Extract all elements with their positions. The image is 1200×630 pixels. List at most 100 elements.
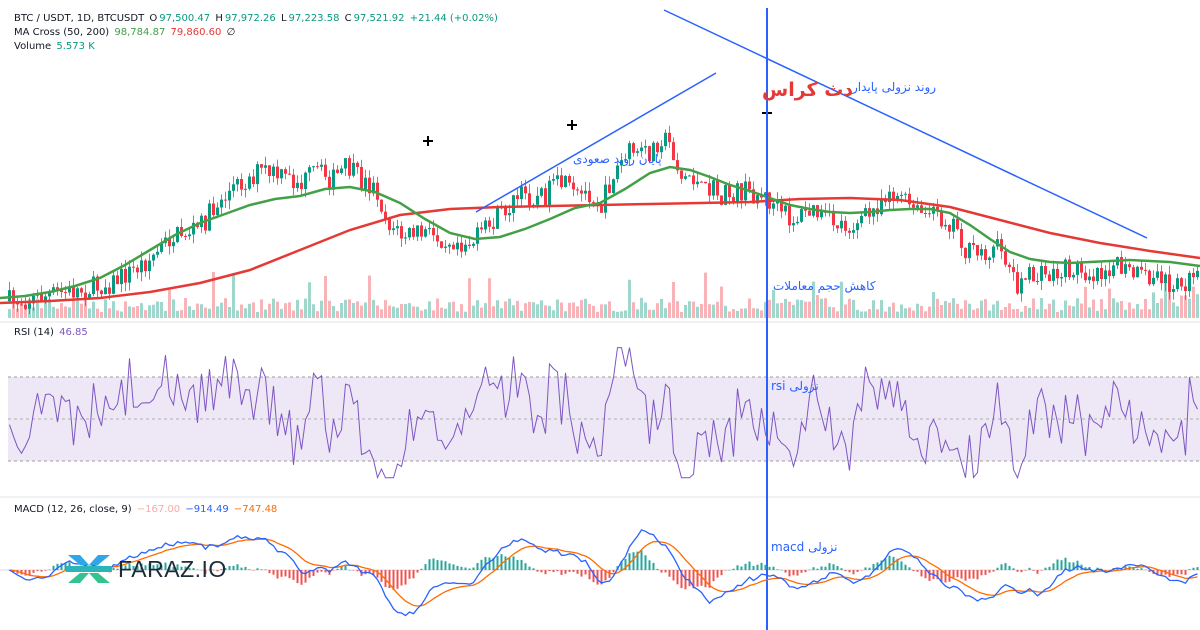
candle-body[interactable] — [924, 213, 927, 214]
candle-body[interactable] — [396, 226, 399, 229]
candle-body[interactable] — [792, 223, 795, 226]
candle-body[interactable] — [420, 225, 423, 237]
candle-body[interactable] — [272, 166, 275, 176]
candle-body[interactable] — [636, 151, 639, 153]
candle-body[interactable] — [1104, 270, 1107, 280]
candle-body[interactable] — [88, 294, 91, 299]
candle-body[interactable] — [1100, 268, 1103, 279]
candle-body[interactable] — [376, 182, 379, 200]
candle-body[interactable] — [624, 159, 627, 161]
candle-body[interactable] — [908, 193, 911, 205]
candle-body[interactable] — [476, 227, 479, 244]
candle-body[interactable] — [724, 185, 727, 205]
candle-body[interactable] — [852, 230, 855, 233]
candle-body[interactable] — [796, 221, 799, 224]
candle-body[interactable] — [752, 189, 755, 204]
candle-body[interactable] — [160, 243, 163, 252]
candle-body[interactable] — [356, 162, 359, 167]
candle-body[interactable] — [1072, 274, 1075, 278]
candle-body[interactable] — [524, 186, 527, 194]
candle-body[interactable] — [248, 176, 251, 189]
candle-body[interactable] — [896, 195, 899, 201]
candle-body[interactable] — [956, 218, 959, 229]
candle-body[interactable] — [784, 205, 787, 212]
candle-body[interactable] — [968, 243, 971, 259]
candle-body[interactable] — [216, 207, 219, 216]
candle-body[interactable] — [668, 132, 671, 143]
candle-body[interactable] — [1060, 277, 1063, 279]
candle-body[interactable] — [1152, 277, 1155, 285]
candle-body[interactable] — [804, 209, 807, 211]
candle-body[interactable] — [556, 175, 559, 180]
candle-body[interactable] — [108, 287, 111, 294]
candle-body[interactable] — [748, 181, 751, 190]
candle-body[interactable] — [1108, 270, 1111, 277]
candle-body[interactable] — [460, 242, 463, 252]
candle-body[interactable] — [424, 229, 427, 237]
candle-body[interactable] — [608, 184, 611, 193]
candle-body[interactable] — [880, 198, 883, 215]
candle-body[interactable] — [280, 169, 283, 179]
candle-body[interactable] — [648, 146, 651, 162]
candle-body[interactable] — [100, 290, 103, 295]
candle-body[interactable] — [188, 234, 191, 237]
candle-body[interactable] — [1088, 276, 1091, 281]
candle-body[interactable] — [400, 226, 403, 239]
candle-body[interactable] — [224, 199, 227, 201]
ma-indicator-name[interactable]: MA Cross (50, 200) — [14, 27, 110, 38]
candle-body[interactable] — [448, 244, 451, 247]
candle-body[interactable] — [264, 165, 267, 168]
candle-body[interactable] — [1068, 259, 1071, 278]
candle-body[interactable] — [44, 296, 47, 303]
candle-body[interactable] — [308, 167, 311, 173]
candle-body[interactable] — [464, 244, 467, 252]
candle-body[interactable] — [640, 147, 643, 152]
candle-body[interactable] — [492, 226, 495, 229]
candle-body[interactable] — [1080, 262, 1083, 273]
candle-body[interactable] — [96, 276, 99, 291]
candle-body[interactable] — [112, 275, 115, 294]
candle-body[interactable] — [592, 202, 595, 204]
candle-body[interactable] — [496, 207, 499, 229]
candle-body[interactable] — [332, 169, 335, 190]
candle-body[interactable] — [716, 180, 719, 196]
candle-body[interactable] — [836, 225, 839, 229]
candle-body[interactable] — [1092, 276, 1095, 282]
candle-body[interactable] — [548, 180, 551, 206]
candle-body[interactable] — [964, 247, 967, 259]
candle-body[interactable] — [204, 215, 207, 231]
candle-body[interactable] — [444, 246, 447, 248]
candle-body[interactable] — [24, 304, 27, 309]
candle-body[interactable] — [1008, 264, 1011, 267]
candle-body[interactable] — [364, 177, 367, 189]
candle-body[interactable] — [676, 160, 679, 171]
candle-body[interactable] — [1196, 270, 1199, 278]
candle-body[interactable] — [628, 143, 631, 160]
candle-body[interactable] — [1156, 271, 1159, 278]
candle-body[interactable] — [60, 290, 63, 293]
candle-body[interactable] — [104, 287, 107, 295]
candle-body[interactable] — [832, 210, 835, 226]
candle-body[interactable] — [348, 158, 351, 176]
candle-body[interactable] — [528, 193, 531, 206]
candle-body[interactable] — [912, 204, 915, 208]
candle-body[interactable] — [508, 213, 511, 216]
candle-body[interactable] — [156, 251, 159, 255]
volume-indicator-name[interactable]: Volume — [14, 41, 52, 52]
macd-indicator-name[interactable]: MACD (12, 26, close, 9) — [14, 504, 132, 515]
candle-body[interactable] — [344, 158, 347, 169]
candle-body[interactable] — [1096, 268, 1099, 282]
candle-body[interactable] — [380, 199, 383, 212]
candle-body[interactable] — [772, 203, 775, 209]
candle-body[interactable] — [692, 175, 695, 185]
candle-body[interactable] — [1084, 272, 1087, 281]
candle-body[interactable] — [1064, 259, 1067, 278]
candle-body[interactable] — [56, 287, 59, 291]
candle-body[interactable] — [288, 173, 291, 175]
candle-body[interactable] — [736, 183, 739, 202]
candle-body[interactable] — [572, 182, 575, 190]
candle-body[interactable] — [1136, 266, 1139, 278]
candle-body[interactable] — [984, 249, 987, 260]
candle-body[interactable] — [976, 245, 979, 256]
candle-body[interactable] — [228, 190, 231, 201]
